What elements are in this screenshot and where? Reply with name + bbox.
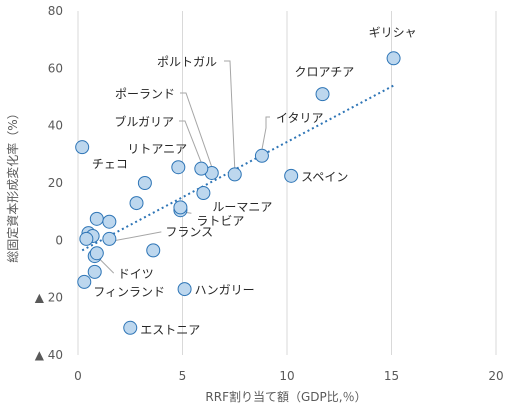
data-point xyxy=(173,200,188,215)
x-tick-label: 0 xyxy=(74,369,82,383)
data-label: フランス xyxy=(165,225,213,239)
data-label: チェコ xyxy=(92,157,128,171)
trendline xyxy=(81,84,395,252)
x-tick-label: 10 xyxy=(279,369,294,383)
data-label: リトアニア xyxy=(127,142,187,156)
data-point xyxy=(146,243,161,258)
leader-line xyxy=(180,92,213,168)
y-tick-label: 0 xyxy=(55,233,63,247)
tick-labels: 0 5 10 15 20 80 60 40 20 0 ▲ 20 ▲ 40 xyxy=(35,4,504,383)
leader-line xyxy=(224,60,236,169)
x-tick-label: 20 xyxy=(488,369,503,383)
leader-line xyxy=(113,231,162,242)
data-label: ルーマニア xyxy=(212,200,272,214)
data-point xyxy=(196,186,211,201)
data-label: クロアチア xyxy=(295,65,355,79)
y-tick-label: 40 xyxy=(48,119,63,133)
data-point xyxy=(171,160,186,175)
data-point xyxy=(227,167,242,182)
data-point xyxy=(386,51,401,66)
data-point xyxy=(254,148,269,163)
data-point xyxy=(102,231,117,246)
data-point xyxy=(79,231,94,246)
trendline-layer xyxy=(81,84,395,252)
data-label: スペイン xyxy=(301,170,348,184)
data-point xyxy=(102,214,117,229)
y-tick-label: ▲ 40 xyxy=(35,348,63,362)
leader-line xyxy=(261,116,270,150)
data-point xyxy=(194,161,209,176)
y-tick-label: 80 xyxy=(48,4,63,18)
y-tick-label: ▲ 20 xyxy=(35,291,63,305)
data-point xyxy=(75,140,90,155)
data-label: ギリシャ xyxy=(369,25,417,39)
data-label: ポルトガル xyxy=(157,55,217,69)
data-label: ハンガリー xyxy=(195,283,255,297)
x-tick-label: 15 xyxy=(384,369,399,383)
data-label: ブルガリア xyxy=(114,114,174,129)
data-label: ラトビア xyxy=(196,214,244,228)
data-point xyxy=(87,264,102,279)
y-tick-label: 60 xyxy=(48,61,63,75)
y-axis-title: 総固定資本形成変化率（%） xyxy=(5,107,20,262)
data-point xyxy=(123,320,138,335)
leader-line xyxy=(98,257,115,274)
data-point xyxy=(284,168,299,183)
data-label: ドイツ xyxy=(118,267,154,281)
data-label: エストニア xyxy=(140,323,200,337)
x-axis-title: RRF割り当て額（GDP比,％） xyxy=(205,389,366,404)
data-label: ポーランド xyxy=(115,87,175,101)
leader-line xyxy=(179,120,202,163)
data-point xyxy=(89,211,104,226)
data-point xyxy=(77,274,92,289)
data-label: フィンランド xyxy=(93,285,165,299)
data-point xyxy=(89,246,104,261)
data-point xyxy=(129,196,144,211)
y-tick-label: 20 xyxy=(48,176,63,190)
data-points xyxy=(75,51,401,335)
data-point xyxy=(137,176,152,190)
data-label: イタリア xyxy=(276,111,324,125)
data-point xyxy=(315,87,330,102)
data-point xyxy=(177,282,192,297)
x-tick-label: 5 xyxy=(179,369,187,383)
grid-layer xyxy=(77,11,497,355)
